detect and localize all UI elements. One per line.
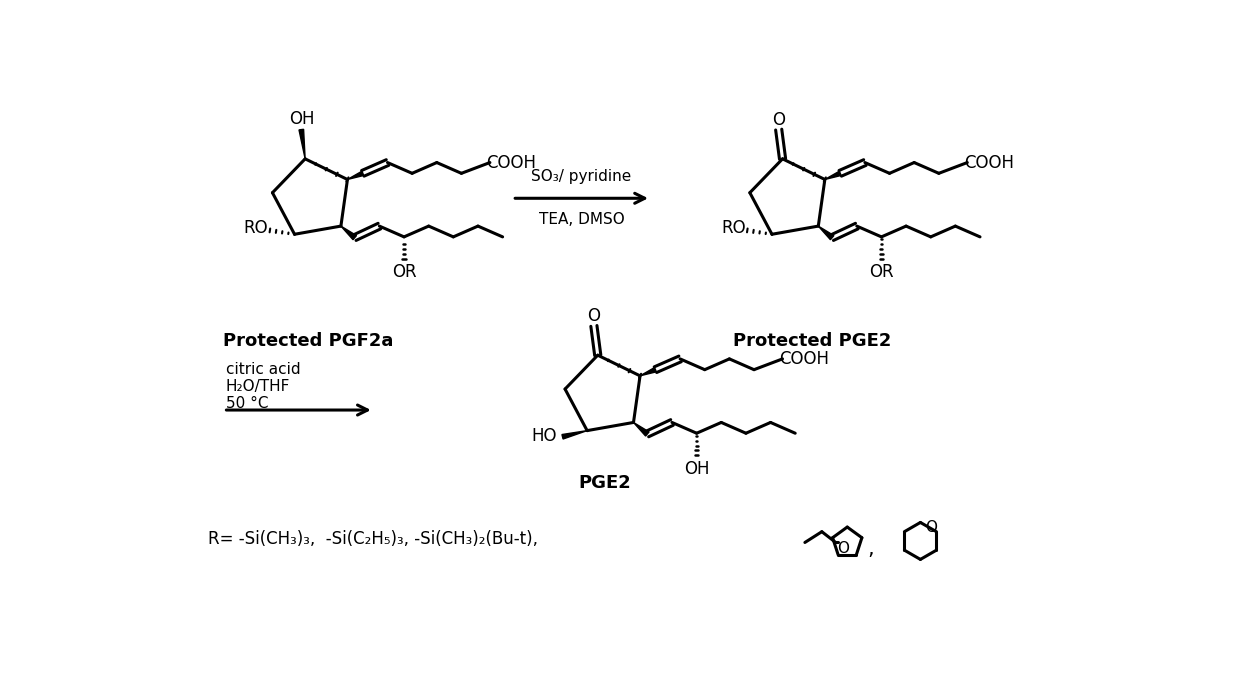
Text: O: O [588,307,600,325]
Text: Protected PGE2: Protected PGE2 [733,332,892,350]
Text: HO: HO [531,427,557,445]
Text: 50 °C: 50 °C [226,396,268,412]
Polygon shape [341,226,356,240]
Polygon shape [825,171,841,179]
Text: O: O [773,110,785,129]
Text: TEA, DMSO: TEA, DMSO [538,213,625,227]
Text: SO₃/ pyridine: SO₃/ pyridine [532,169,631,184]
Polygon shape [640,368,656,376]
Polygon shape [634,422,649,436]
Text: H₂O/THF: H₂O/THF [226,379,290,395]
Polygon shape [562,431,588,439]
Text: OH: OH [684,460,709,478]
Text: R= -Si(CH₃)₃,  -Si(C₂H₅)₃, -Si(CH₃)₂(Bu-t),: R= -Si(CH₃)₃, -Si(C₂H₅)₃, -Si(CH₃)₂(Bu-t… [208,530,538,548]
Polygon shape [299,129,305,159]
Text: COOH: COOH [486,154,537,171]
Text: O: O [925,519,937,535]
Text: RO: RO [244,219,268,237]
Text: RO: RO [722,219,745,237]
Text: OH: OH [289,110,315,128]
Polygon shape [818,226,833,240]
Text: COOH: COOH [963,154,1014,171]
Polygon shape [347,171,363,179]
Text: ,: , [867,539,874,559]
Text: PGE2: PGE2 [578,474,631,492]
Text: Protected PGF2a: Protected PGF2a [223,332,393,350]
Text: citric acid: citric acid [226,362,300,378]
Text: O: O [837,541,848,556]
Text: OR: OR [392,263,417,282]
Text: OR: OR [869,263,894,282]
Text: COOH: COOH [779,350,830,368]
